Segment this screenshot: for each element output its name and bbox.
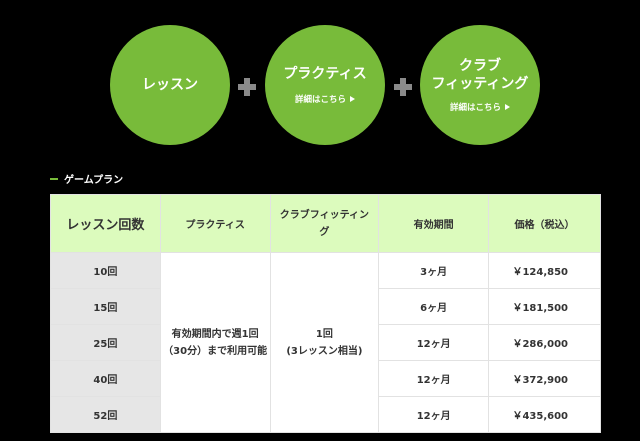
lesson-count: 15回 (50, 288, 161, 325)
fitting-detail-link[interactable]: 詳細はこちら (450, 101, 510, 113)
lesson-count: 25回 (50, 324, 161, 361)
lesson-count: 40回 (50, 360, 161, 397)
header-price: 価格（税込） (488, 194, 601, 253)
header-fitting: クラブフィッティング (269, 194, 380, 253)
triangle-right-icon (505, 104, 510, 110)
table-row: 25回 12ヶ月 ￥286,000 (50, 324, 601, 361)
period: 3ヶ月 (378, 252, 490, 289)
dash-icon (50, 177, 58, 180)
period: 12ヶ月 (378, 396, 490, 433)
lesson-count: 52回 (50, 396, 161, 433)
practice-cell: 有効期間内で週1回（30分）まで利用可能 (159, 252, 271, 433)
section-title: ゲームプラン (64, 175, 124, 186)
period: 12ヶ月 (378, 360, 490, 397)
header-lesson-count: レッスン回数 (50, 194, 161, 253)
table-row: 40回 12ヶ月 ￥372,900 (50, 360, 601, 397)
price: ￥124,850 (488, 252, 601, 289)
fitting-note: (3レッスン相当) (286, 345, 363, 357)
fitting-cell: 1回 (3レッスン相当) (269, 252, 380, 433)
price: ￥372,900 (488, 360, 601, 397)
fitting-count: 1回 (315, 328, 333, 340)
detail-label: 詳細はこちら (449, 103, 501, 113)
fitting-title-line1: クラブ (459, 58, 501, 74)
header-period: 有効期間 (378, 194, 490, 253)
plan-table: レッスン回数 プラクティス クラブフィッティング 有効期間 価格（税込） 10回… (50, 194, 601, 433)
triangle-right-icon (350, 96, 355, 102)
lesson-circle: レッスン (110, 25, 230, 145)
table-row: 52回 12ヶ月 ￥435,600 (50, 396, 601, 433)
table-header: レッスン回数 プラクティス クラブフィッティング 有効期間 価格（税込） (50, 194, 601, 253)
lesson-title: レッスン (142, 77, 198, 93)
fitting-title-line2: フィッティング (431, 76, 529, 92)
price: ￥435,600 (488, 396, 601, 433)
lesson-count: 10回 (50, 252, 161, 289)
period: 12ヶ月 (378, 324, 490, 361)
detail-label: 詳細はこちら (294, 95, 346, 105)
practice-circle[interactable]: プラクティス 詳細はこちら (265, 25, 385, 145)
period: 6ヶ月 (378, 288, 490, 325)
section-heading: ゲームプラン (50, 171, 123, 186)
price: ￥286,000 (488, 324, 601, 361)
header-practice: プラクティス (159, 194, 271, 253)
plus-icon (238, 78, 256, 96)
fitting-circle[interactable]: クラブ フィッティング 詳細はこちら (420, 25, 540, 145)
practice-detail-link[interactable]: 詳細はこちら (295, 93, 355, 105)
practice-title: プラクティス (283, 66, 367, 82)
plus-icon (394, 78, 412, 96)
price: ￥181,500 (488, 288, 601, 325)
table-row: 10回 有効期間内で週1回（30分）まで利用可能 1回 (3レッスン相当) 3ヶ月… (50, 252, 601, 433)
table-row: 15回 6ヶ月 ￥181,500 (50, 288, 601, 325)
